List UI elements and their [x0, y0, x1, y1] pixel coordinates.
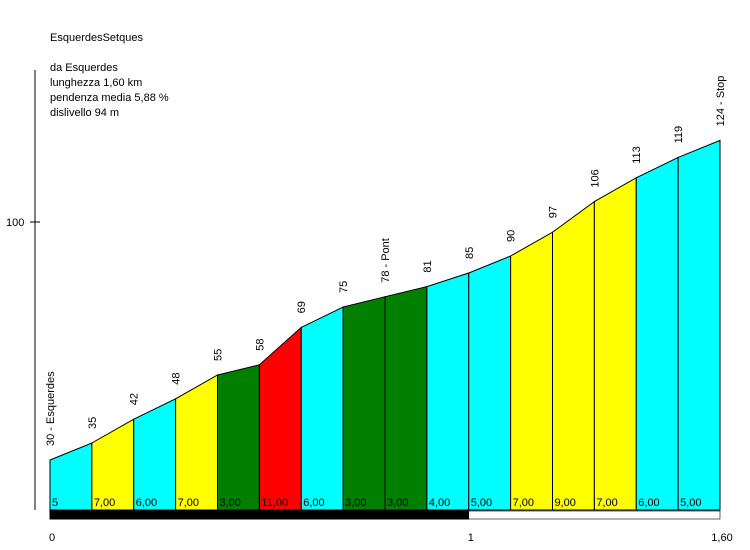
segment-gradient-label: 4,00 [429, 497, 450, 509]
altitude-label: 119 [673, 126, 685, 144]
segment-gradient-label: 6,00 [638, 497, 659, 509]
segment-gradient-label: 3,00 [345, 497, 366, 509]
segment-gradient-label: 9,00 [555, 497, 576, 509]
segment-gradient-label: 3,00 [387, 497, 408, 509]
profile-segment [217, 364, 260, 511]
altitude-label: 55 [213, 349, 225, 361]
segment-gradient-label: 6,00 [136, 497, 157, 509]
profile-segment [175, 374, 218, 511]
profile-segment [342, 296, 386, 511]
profile-segment [552, 200, 595, 511]
altitude-label: 58 [254, 339, 266, 351]
profile-segment [384, 285, 428, 511]
segment-gradient-label: 7,00 [513, 497, 534, 509]
average-gradient: pendenza media 5,88 % [50, 92, 169, 104]
segment-gradient-label: 5,00 [680, 497, 701, 509]
segment-gradient-label: 5,00 [471, 497, 492, 509]
segment-gradient-label: 7,00 [178, 497, 199, 509]
chart-title: EsquerdesSetques [50, 32, 143, 44]
profile-segment [426, 272, 470, 511]
altitude-label: 42 [129, 393, 141, 405]
x-tick-label: 1,60 [711, 532, 732, 544]
profile-segment [300, 306, 344, 511]
profile-segment [593, 176, 637, 511]
altitude-label: 69 [296, 301, 308, 313]
segment-gradient-label: 7,00 [94, 497, 115, 509]
x-tick-label: 0 [49, 532, 55, 544]
altitude-label: 97 [548, 206, 560, 218]
altitude-label: 30 - Esquerdes [45, 371, 57, 446]
x-tick-label: 1 [468, 532, 474, 544]
profile-segment [468, 255, 512, 511]
profile-segment [510, 231, 553, 511]
start-location: da Esquerdes [50, 62, 118, 74]
elevation-gain: dislivello 94 m [50, 107, 120, 119]
segment-gradient-label: 5 [52, 497, 58, 509]
distance-bar-km-2 [468, 510, 721, 520]
altitude-label: 113 [631, 146, 643, 164]
altitude-label: 48 [171, 373, 183, 385]
altitude-label: 78 - Pont [380, 238, 392, 283]
altitude-label: 106 [589, 169, 601, 187]
segment-gradient-label: 11,00 [261, 497, 288, 509]
profile-segment [635, 156, 679, 511]
segment-gradient-label: 3,00 [220, 497, 241, 509]
altitude-label: 75 [338, 281, 350, 293]
route-length: lunghezza 1,60 km [50, 77, 143, 89]
profile-segment [133, 398, 177, 511]
profile-segment [258, 326, 302, 511]
profile-segment [677, 139, 721, 511]
altitude-label: 90 [506, 230, 518, 242]
y-tick-label: 100 [6, 217, 24, 229]
altitude-label: 85 [464, 247, 476, 259]
segment-gradient-label: 7,00 [596, 497, 617, 509]
segment-gradient-label: 6,00 [303, 497, 324, 509]
distance-bar-km-1 [49, 510, 470, 520]
altitude-label: 124 - Stop [715, 76, 727, 127]
altitude-label: 35 [87, 417, 99, 429]
altitude-label: 81 [422, 260, 434, 272]
